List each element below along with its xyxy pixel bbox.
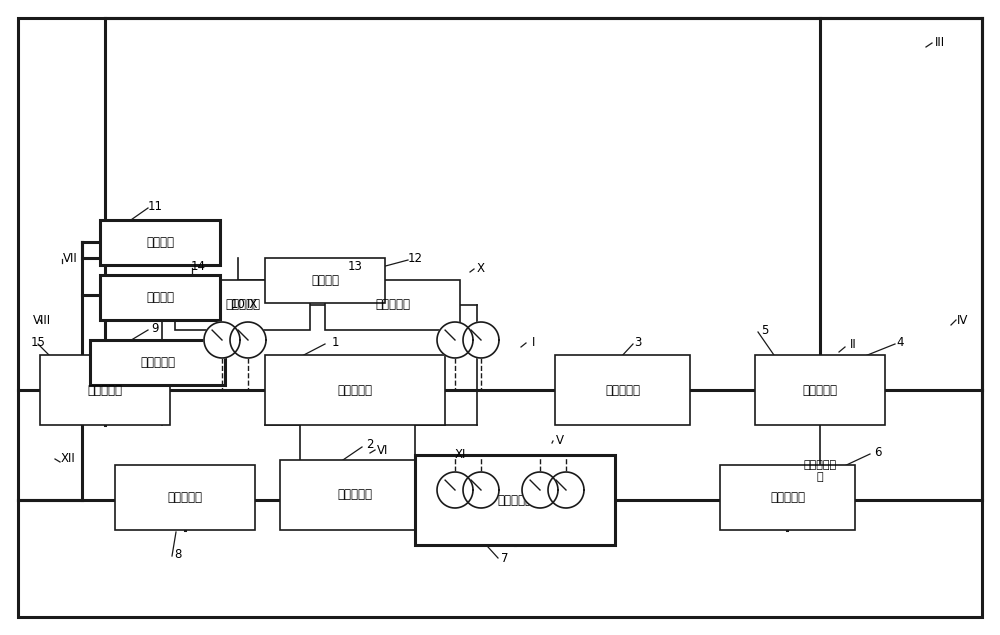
Bar (415, 455, 615, 545)
Text: IV: IV (957, 314, 969, 326)
Text: 第二流量计: 第二流量计 (225, 298, 260, 312)
Text: 2: 2 (366, 439, 374, 451)
Text: 13: 13 (348, 260, 362, 274)
Text: 12: 12 (408, 251, 422, 265)
Polygon shape (230, 322, 266, 358)
Text: III: III (935, 36, 945, 48)
Text: 5: 5 (761, 323, 769, 337)
Text: 第一流量计: 第一流量计 (605, 384, 640, 396)
Text: 液氮冷源接
口: 液氮冷源接 口 (803, 460, 837, 481)
Polygon shape (548, 472, 584, 508)
Bar (90, 340, 225, 385)
Bar (720, 465, 855, 530)
Polygon shape (437, 322, 473, 358)
Bar (100, 275, 220, 320)
Text: VII: VII (63, 251, 77, 265)
Text: IX: IX (247, 298, 259, 311)
Bar (555, 355, 690, 425)
Text: 充装模块: 充装模块 (146, 291, 174, 304)
Text: I: I (532, 335, 536, 349)
Text: 11: 11 (148, 201, 162, 213)
Bar (280, 460, 430, 530)
Text: 储存模块: 储存模块 (311, 274, 339, 287)
Bar (325, 280, 460, 330)
Text: 6: 6 (874, 446, 882, 458)
Text: XI: XI (454, 448, 466, 462)
Text: 抽真空模块: 抽真空模块 (140, 356, 175, 369)
Text: XII: XII (61, 451, 75, 464)
Text: 4: 4 (896, 335, 904, 349)
Text: 第二调节阀: 第二调节阀 (375, 298, 410, 312)
Text: 水冷换热器: 水冷换热器 (168, 491, 202, 504)
Text: 测试压缩机: 测试压缩机 (338, 488, 372, 502)
Text: X: X (477, 262, 485, 274)
Text: 15: 15 (31, 335, 45, 349)
Polygon shape (204, 322, 240, 358)
Text: 预冷换热器: 预冷换热器 (88, 384, 122, 396)
Polygon shape (522, 472, 558, 508)
Polygon shape (463, 322, 499, 358)
Text: 10: 10 (231, 298, 245, 311)
Text: 14: 14 (190, 260, 206, 274)
Text: 测试换热器: 测试换热器 (498, 493, 532, 507)
Bar (100, 220, 220, 265)
Polygon shape (437, 472, 473, 508)
Text: 8: 8 (174, 549, 182, 561)
Bar (755, 355, 885, 425)
Bar (175, 280, 310, 330)
Text: 主路压缩机: 主路压缩机 (338, 384, 372, 396)
Bar (40, 355, 170, 425)
Polygon shape (463, 472, 499, 508)
Text: 回收模块: 回收模块 (146, 236, 174, 249)
Text: 3: 3 (634, 335, 642, 349)
Bar (265, 355, 445, 425)
Bar (265, 258, 385, 303)
Text: 1: 1 (331, 335, 339, 349)
Text: II: II (850, 338, 856, 352)
Text: 低温换热器: 低温换热器 (802, 384, 838, 396)
Text: V: V (556, 434, 564, 446)
Bar (115, 465, 255, 530)
Text: 第一调节阀: 第一调节阀 (770, 491, 805, 504)
Text: 7: 7 (501, 552, 509, 565)
Text: VIII: VIII (33, 314, 51, 326)
Text: VI: VI (377, 443, 389, 457)
Text: 9: 9 (151, 321, 159, 335)
